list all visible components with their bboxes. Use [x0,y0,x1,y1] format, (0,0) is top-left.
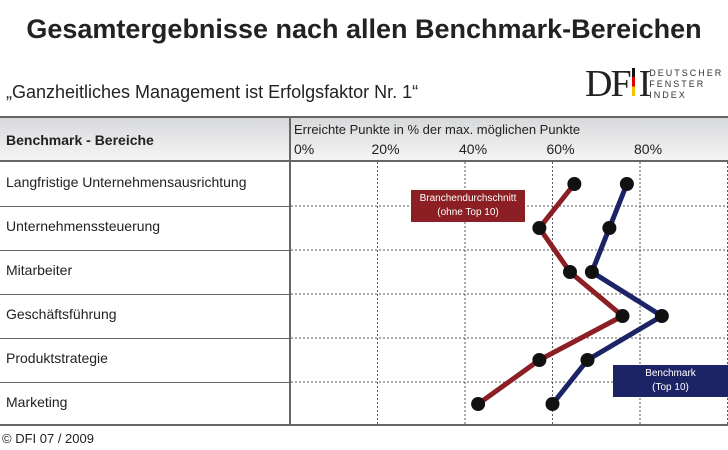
row-divider [0,294,290,295]
column-divider [289,118,291,424]
x-tick-label: 40% [459,141,488,157]
data-point [602,221,617,235]
header-left: Benchmark - Bereiche [6,132,154,148]
category-label: Langfristige Unternehmensausrichtung [6,174,247,190]
series-line-0 [476,182,627,407]
x-axis-label: Erreichte Punkte in % der max. möglichen… [294,122,581,137]
category-label: Produktstrategie [6,350,108,366]
table-header: Benchmark - Bereiche Erreichte Punkte in… [0,118,728,162]
data-point [545,397,560,411]
row-divider [0,382,290,383]
data-point [471,397,486,411]
data-point [563,265,577,279]
data-point [619,177,634,191]
data-point [532,353,547,367]
chart-subtitle: „Ganzheitliches Management ist Erfolgsfa… [6,82,419,102]
legend-sublabel: (Top 10) [652,382,689,393]
x-tick-label: 60% [546,141,575,157]
category-label: Marketing [6,394,68,410]
data-point [615,309,630,323]
legend-benchmark: Benchmark (Top 10) [613,365,728,397]
row-divider [0,338,290,339]
chart-table: Benchmark - Bereiche Erreichte Punkte in… [0,116,728,426]
category-label: Unternehmenssteuerung [6,218,161,234]
legend-label: Branchendurchschnitt [419,193,517,204]
x-tick-label: 80% [634,141,663,157]
row-divider [0,250,290,251]
data-point [567,177,582,191]
data-point [580,353,595,367]
data-point [654,309,669,323]
legend-branchendurchschnitt: Branchendurchschnitt (ohne Top 10) [411,190,525,222]
row-divider [0,206,290,207]
data-point [532,221,547,235]
x-tick-label: 0% [294,141,315,157]
chart-title: Gesamtergebnisse nach allen Benchmark-Be… [26,14,702,44]
copyright: © DFI 07 / 2009 [2,431,94,446]
dfi-logo: DF I DEUTSCHER FENSTER INDEX [585,63,724,105]
data-point [584,265,599,279]
series-line-1 [550,183,667,406]
category-label: Geschäftsführung [6,306,117,322]
category-label: Mitarbeiter [6,262,73,278]
legend-label: Benchmark [645,368,696,379]
x-tick-label: 20% [371,141,400,157]
legend-sublabel: (ohne Top 10) [437,207,499,218]
